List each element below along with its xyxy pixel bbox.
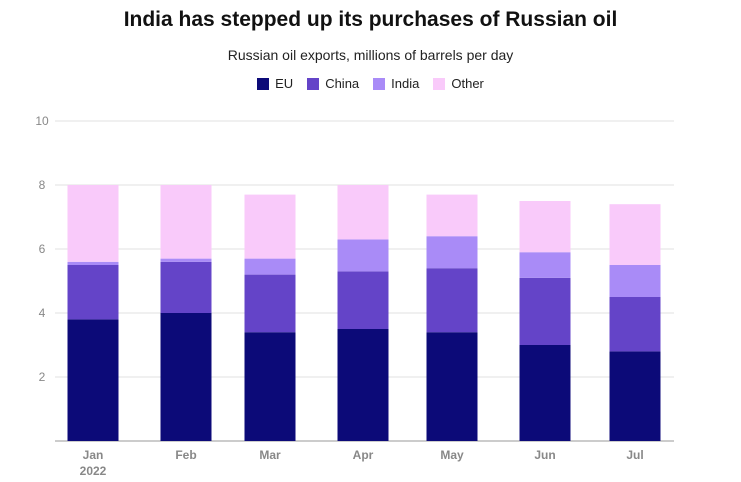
bar-china-may (426, 268, 478, 333)
x-tick-label: Feb (175, 448, 196, 462)
legend-label-india: India (391, 76, 420, 91)
bar-china-jun (519, 277, 571, 345)
x-tick-label: Mar (259, 448, 281, 462)
bar-china-mar (244, 274, 296, 333)
x-tick-label: Jan (83, 448, 104, 462)
bar-india-feb (160, 258, 212, 262)
x-tick-label: May (440, 448, 464, 462)
legend-item-eu: EU (257, 76, 293, 91)
bar-india-jun (519, 252, 571, 278)
bar-other-feb (160, 185, 212, 259)
bar-eu-jun (519, 345, 571, 441)
bar-eu-feb (160, 313, 212, 441)
chart-subtitle: Russian oil exports, millions of barrels… (227, 47, 514, 63)
x-tick-sublabel: 2022 (80, 464, 107, 478)
legend-label-eu: EU (275, 76, 294, 91)
bar-china-apr (337, 271, 389, 329)
legend-label-china: China (325, 76, 360, 91)
bar-eu-jan (67, 319, 119, 441)
y-tick-label: 6 (39, 242, 46, 256)
legend-swatch-india (373, 77, 386, 90)
legend: EU China India Other (0, 76, 741, 91)
x-tick-label: Jul (626, 448, 643, 462)
bar-india-apr (337, 239, 389, 272)
bar-india-mar (244, 258, 296, 275)
bar-other-may (426, 194, 478, 237)
bar-other-mar (244, 194, 296, 259)
bar-other-apr (337, 185, 389, 240)
bar-eu-apr (337, 329, 389, 441)
bar-eu-may (426, 332, 478, 441)
x-tick-label: Jun (534, 448, 555, 462)
legend-swatch-eu (257, 77, 270, 90)
bar-china-jan (67, 265, 119, 320)
bar-other-jun (519, 201, 571, 253)
y-tick-label: 4 (39, 306, 46, 320)
bar-other-jan (67, 185, 119, 262)
bar-other-jul (609, 204, 661, 265)
legend-swatch-china (307, 77, 320, 90)
bar-india-jan (67, 261, 119, 265)
legend-item-india: India (373, 76, 419, 91)
bar-eu-jul (609, 351, 661, 441)
y-tick-label: 2 (39, 370, 46, 384)
bar-china-jul (609, 297, 661, 352)
bar-india-may (426, 236, 478, 269)
bar-india-jul (609, 265, 661, 297)
bar-china-feb (160, 261, 212, 313)
bar-eu-mar (244, 332, 296, 441)
y-tick-label: 10 (35, 114, 49, 128)
legend-label-other: Other (451, 76, 484, 91)
legend-item-china: China (307, 76, 359, 91)
legend-swatch-other (433, 77, 446, 90)
legend-item-other: Other (433, 76, 484, 91)
x-tick-label: Apr (353, 448, 374, 462)
y-tick-label: 8 (39, 178, 46, 192)
chart-title: India has stepped up its purchases of Ru… (123, 8, 618, 31)
